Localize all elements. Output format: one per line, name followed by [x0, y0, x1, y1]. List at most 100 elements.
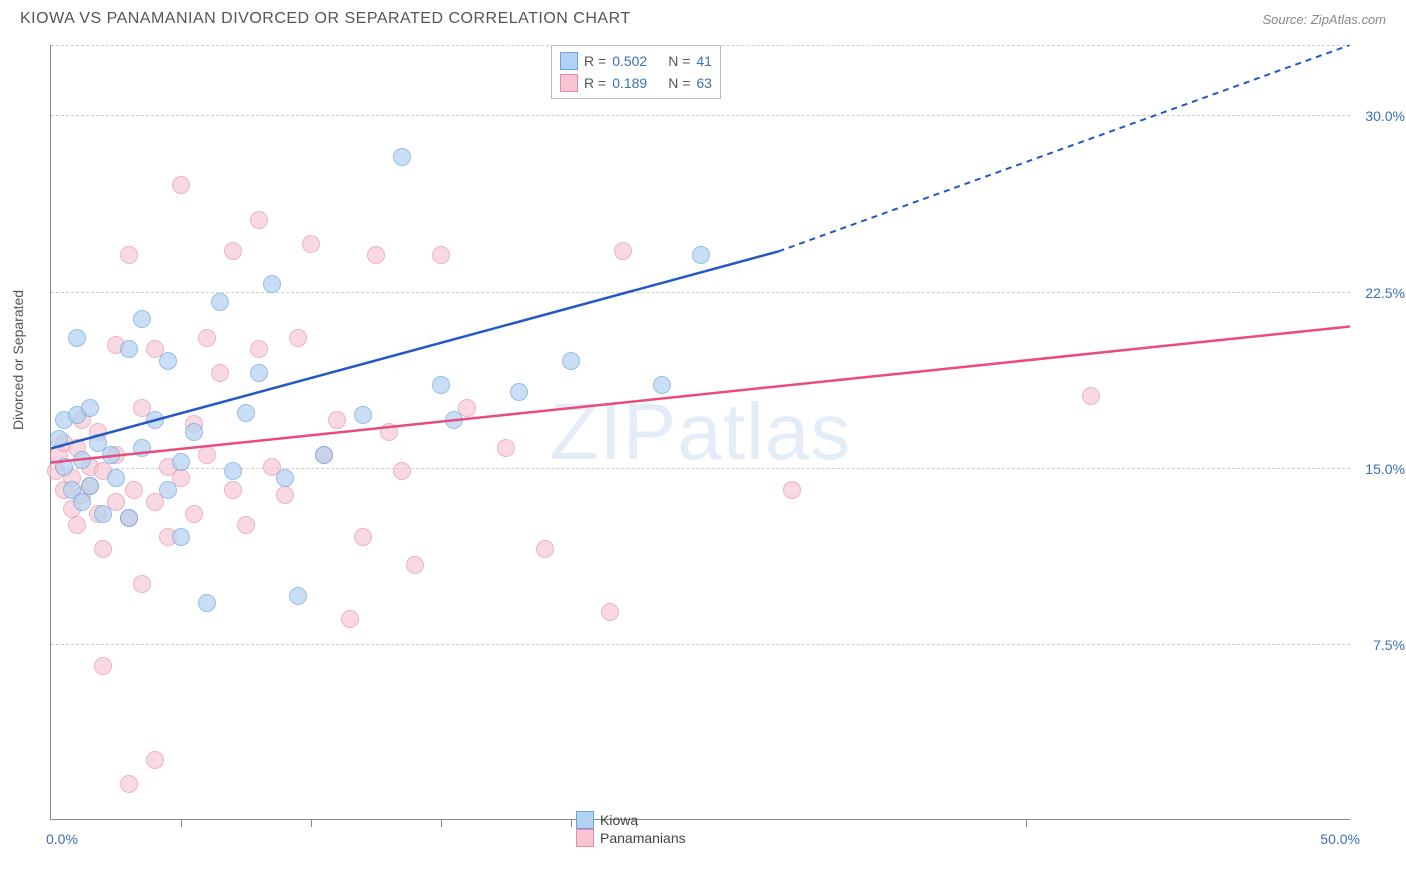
gridline: 22.5%	[51, 292, 1350, 293]
gridline: 30.0%	[51, 115, 1350, 116]
data-point	[354, 528, 372, 546]
chart-title: KIOWA VS PANAMANIAN DIVORCED OR SEPARATE…	[20, 10, 631, 28]
data-point	[73, 493, 91, 511]
y-axis-label: Divorced or Separated	[10, 290, 26, 430]
data-point	[250, 340, 268, 358]
data-point	[102, 446, 120, 464]
x-tick	[181, 819, 182, 827]
legend-r-label: R =	[584, 53, 606, 69]
data-point	[50, 430, 68, 448]
data-point	[289, 329, 307, 347]
data-point	[211, 364, 229, 382]
data-point	[94, 505, 112, 523]
data-point	[146, 751, 164, 769]
data-point	[224, 242, 242, 260]
x-tick	[571, 819, 572, 827]
data-point	[497, 439, 515, 457]
data-point	[276, 469, 294, 487]
data-point	[159, 352, 177, 370]
data-point	[159, 481, 177, 499]
data-point	[224, 481, 242, 499]
x-tick	[1026, 819, 1027, 827]
data-point	[250, 211, 268, 229]
data-point	[198, 594, 216, 612]
data-point	[120, 246, 138, 264]
data-point	[107, 469, 125, 487]
y-tick-label: 30.0%	[1365, 108, 1405, 124]
legend-n-value: 41	[696, 53, 712, 69]
data-point	[237, 516, 255, 534]
legend-swatch	[560, 52, 578, 70]
data-point	[198, 446, 216, 464]
data-point	[250, 364, 268, 382]
legend-n-value: 63	[696, 75, 712, 91]
gridline: 7.5%	[51, 644, 1350, 645]
series-legend: KiowaPanamanians	[576, 811, 686, 847]
legend-series-label: Panamanians	[600, 830, 686, 846]
data-point	[146, 411, 164, 429]
data-point	[432, 376, 450, 394]
data-point	[393, 148, 411, 166]
data-point	[263, 275, 281, 293]
data-point	[211, 293, 229, 311]
data-point	[380, 423, 398, 441]
data-point	[81, 399, 99, 417]
data-point	[354, 406, 372, 424]
data-point	[302, 235, 320, 253]
x-axis-label: 0.0%	[46, 831, 78, 847]
x-tick	[311, 819, 312, 827]
data-point	[198, 329, 216, 347]
data-point	[172, 528, 190, 546]
data-point	[276, 486, 294, 504]
data-point	[120, 775, 138, 793]
data-point	[133, 439, 151, 457]
chart-plot-area: ZIPatlas 7.5%15.0%22.5%30.0% R =0.502N =…	[50, 45, 1350, 820]
data-point	[68, 516, 86, 534]
data-point	[133, 310, 151, 328]
data-point	[445, 411, 463, 429]
legend-row: R =0.502N =41	[560, 50, 712, 72]
data-point	[94, 657, 112, 675]
x-axis-label: 50.0%	[1320, 831, 1360, 847]
y-tick-label: 7.5%	[1373, 637, 1405, 653]
data-point	[185, 423, 203, 441]
data-point	[224, 462, 242, 480]
data-point	[406, 556, 424, 574]
legend-r-label: R =	[584, 75, 606, 91]
data-point	[341, 610, 359, 628]
data-point	[328, 411, 346, 429]
data-point	[172, 453, 190, 471]
data-point	[536, 540, 554, 558]
data-point	[289, 587, 307, 605]
legend-swatch	[560, 74, 578, 92]
data-point	[367, 246, 385, 264]
data-point	[692, 246, 710, 264]
data-point	[55, 458, 73, 476]
data-point	[237, 404, 255, 422]
data-point	[172, 176, 190, 194]
data-point	[432, 246, 450, 264]
data-point	[315, 446, 333, 464]
data-point	[68, 329, 86, 347]
data-point	[614, 242, 632, 260]
correlation-legend: R =0.502N =41R =0.189N =63	[551, 45, 721, 99]
data-point	[133, 575, 151, 593]
data-point	[81, 477, 99, 495]
data-point	[120, 340, 138, 358]
data-point	[1082, 387, 1100, 405]
gridline: 15.0%	[51, 468, 1350, 469]
data-point	[120, 509, 138, 527]
legend-r-value: 0.189	[612, 75, 662, 91]
data-point	[125, 481, 143, 499]
data-point	[510, 383, 528, 401]
legend-n-label: N =	[668, 53, 690, 69]
data-point	[393, 462, 411, 480]
data-point	[73, 451, 91, 469]
legend-swatch	[576, 811, 594, 829]
data-point	[653, 376, 671, 394]
x-tick	[441, 819, 442, 827]
chart-source: Source: ZipAtlas.com	[1262, 12, 1386, 27]
legend-series-item: Kiowa	[576, 811, 686, 829]
chart-header: KIOWA VS PANAMANIAN DIVORCED OR SEPARATE…	[0, 0, 1406, 33]
data-point	[185, 505, 203, 523]
